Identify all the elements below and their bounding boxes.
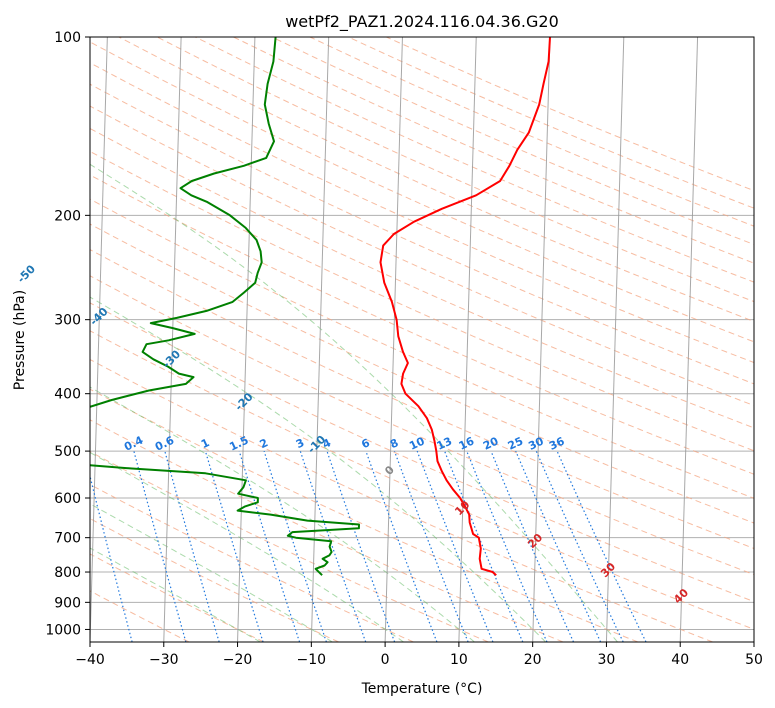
x-tick-label: 10 (450, 652, 468, 668)
mixing-ratio-line (90, 473, 133, 642)
dry-adiabat (90, 302, 754, 603)
dry-adiabat (195, 37, 754, 283)
mixing-ratio-line (164, 450, 220, 642)
dry-adiabat (90, 553, 265, 642)
dry-adiabat (90, 41, 754, 343)
moist-adiabat (90, 296, 547, 642)
dry-adiabat (90, 105, 754, 407)
y-tick-label: 200 (54, 208, 81, 224)
mixing-ratio-line (204, 450, 264, 642)
isotherm-line (90, 37, 108, 642)
mixing-ratio-label: 36 (547, 434, 567, 452)
y-tick-label: 300 (54, 313, 81, 329)
isotherm-line (679, 37, 699, 642)
x-tick-label: −40 (75, 652, 105, 668)
y-tick-label: 1000 (45, 622, 81, 638)
dry-adiabat (90, 358, 713, 642)
mixing-ratio-label: 30 (526, 434, 546, 452)
mixing-ratio-line (365, 450, 438, 642)
x-tick-label: −10 (297, 652, 327, 668)
moist-adiabat (90, 503, 333, 642)
isotherm-line (237, 37, 256, 642)
dry-adiabat (90, 127, 754, 429)
y-tick-label: 100 (54, 30, 81, 46)
temperature-profile-line (379, 37, 551, 576)
dry-adiabat (90, 419, 564, 642)
x-tick-label: 40 (671, 652, 689, 668)
dry-adiabat (90, 174, 754, 475)
y-tick-label: 600 (54, 491, 81, 507)
chart-title: wetPf2_PAZ1.2024.116.04.36.G20 (285, 12, 559, 32)
y-tick-label: 900 (54, 595, 81, 611)
dry-adiabat (90, 388, 638, 642)
isotherm-line (384, 37, 403, 642)
x-tick-label: −20 (223, 652, 253, 668)
mixing-ratio-label: 20 (481, 434, 501, 452)
y-tick-label: 500 (54, 444, 81, 460)
mixing-ratio-line (416, 450, 494, 642)
x-tick-label: 50 (745, 652, 763, 668)
mixing-ratio-label: 10 (407, 434, 427, 452)
axis-ticks-layer: −40 −30 −20 −10 0 10 20 30 40 50 100 200 300 400 500 60… (45, 30, 763, 668)
y-tick-label: 700 (54, 531, 81, 547)
dry-adiabat (90, 198, 754, 499)
mixing-ratio-line (393, 450, 469, 642)
mixing-ratio-label: 13 (435, 435, 454, 453)
dry-adiabat (90, 223, 754, 524)
x-tick-label: 20 (524, 652, 542, 668)
dry-adiabat (90, 249, 754, 550)
y-axis-title: Pressure (hPa) (12, 290, 28, 390)
moist-adiabat (90, 386, 475, 642)
x-tick-label: 30 (598, 652, 616, 668)
plot-frame (89, 36, 755, 643)
dry-adiabat (90, 451, 489, 642)
mixing-ratio-line (326, 450, 396, 642)
x-tick-label: 0 (381, 652, 390, 668)
isotherm-line (310, 37, 330, 642)
grid-layer (90, 37, 754, 642)
isotherm-line (532, 37, 551, 642)
mixing-ratio-label: 25 (506, 435, 525, 453)
x-axis-title: Temperature (°C) (361, 681, 483, 697)
mixing-ratio-line (490, 450, 575, 642)
x-tick-label: −30 (149, 652, 179, 668)
mixing-ratio-line (466, 450, 548, 642)
mixing-ratio-label: 16 (457, 434, 477, 452)
dewpoint-profile-line (90, 37, 360, 576)
y-tick-label: 800 (54, 565, 81, 581)
dry-adiabat (90, 590, 190, 642)
series-layer (90, 37, 551, 576)
mixing-ratio-line (263, 450, 327, 642)
isotherm-line (605, 37, 625, 642)
mixing-ratio-line (444, 450, 524, 642)
moist-adiabat (90, 451, 404, 642)
mixing-ratio-line (133, 450, 187, 642)
isotherm-line (458, 37, 477, 642)
dry-adiabat (156, 37, 754, 303)
mixing-ratio-line (299, 450, 367, 642)
mixing-ratio-line (238, 450, 301, 642)
y-tick-label: 400 (54, 387, 81, 403)
